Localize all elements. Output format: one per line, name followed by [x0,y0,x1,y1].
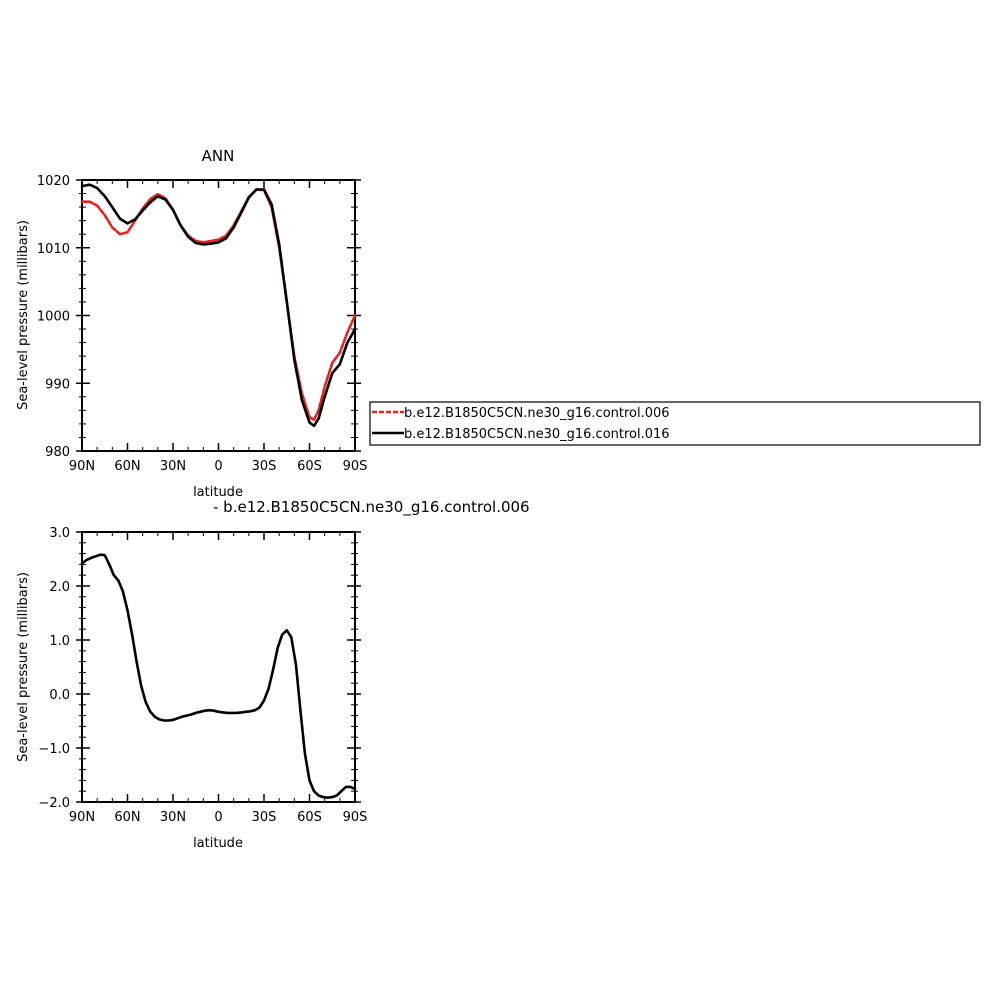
top-xtick-label: 30S [252,459,277,474]
top-xtick-label: 90S [343,459,368,474]
legend-entry-006: b.e12.B1850C5CN.ne30_g16.control.006 [404,406,670,421]
bottom-y-axis-label: Sea-level pressure (millibars) [16,572,31,762]
top-series-line-1 [80,183,357,428]
top-series-lines [80,183,357,428]
bottom-xtick-label: 60N [114,810,140,825]
top-ytick-label: 1020 [37,174,70,189]
bottom-ytick-label: 3.0 [49,526,70,541]
top-x-axis-label: latitude [193,485,243,500]
top-y-axis-label: Sea-level pressure (millibars) [16,220,31,410]
bottom-series-lines [80,553,357,800]
bottom-xtick-label: 60S [297,810,322,825]
bottom-x-axis-label: latitude [193,836,243,851]
top-ytick-label: 980 [45,445,70,460]
top-xtick-label: 60N [114,459,140,474]
top-ytick-label: 1010 [37,242,70,257]
top-series-line-0 [80,188,357,422]
bottom-xtick-label: 90N [69,810,95,825]
bottom-ytick-label: −1.0 [38,742,70,757]
top-y-ticks: 980 990 1000 1010 1020 [37,174,361,460]
top-xtick-label: 60S [297,459,322,474]
bottom-ytick-label: 1.0 [49,634,70,649]
bottom-chart-title: - b.e12.B1850C5CN.ne30_g16.control.006 [213,498,530,517]
top-chart-title: ANN [202,147,235,165]
bottom-xtick-label: 30S [252,810,277,825]
top-ytick-label: 990 [45,377,70,392]
top-xtick-label: 30N [160,459,186,474]
top-chart: ANN 90N 60N 30N 0 30S 60S 90S 980 990 1000 1010 10… [16,147,367,500]
bottom-x-ticks: 90N 60N 30N 0 30S 60S 90S [69,532,368,825]
legend-entry-016: b.e12.B1850C5CN.ne30_g16.control.016 [404,427,670,442]
bottom-chart: - b.e12.B1850C5CN.ne30_g16.control.006 9… [16,498,530,851]
top-x-ticks: 90N 60N 30N 0 30S 60S 90S [69,180,368,474]
bottom-series-line-0 [80,553,357,800]
top-xtick-label: 90N [69,459,95,474]
bottom-ytick-label: 2.0 [49,580,70,595]
bottom-xtick-label: 30N [160,810,186,825]
bottom-ytick-label: −2.0 [38,796,70,811]
bottom-xtick-label: 0 [214,810,222,825]
legend-box [369,401,981,446]
top-ytick-label: 1000 [37,310,70,325]
bottom-ytick-label: 0.0 [49,688,70,703]
legend: b.e12.B1850C5CN.ne30_g16.control.006 b.e… [369,401,981,446]
bottom-plot-frame [81,531,356,803]
bottom-xtick-label: 90S [343,810,368,825]
bottom-y-ticks: −2.0 −1.0 0.0 1.0 2.0 3.0 [38,526,361,811]
top-xtick-label: 0 [214,459,222,474]
